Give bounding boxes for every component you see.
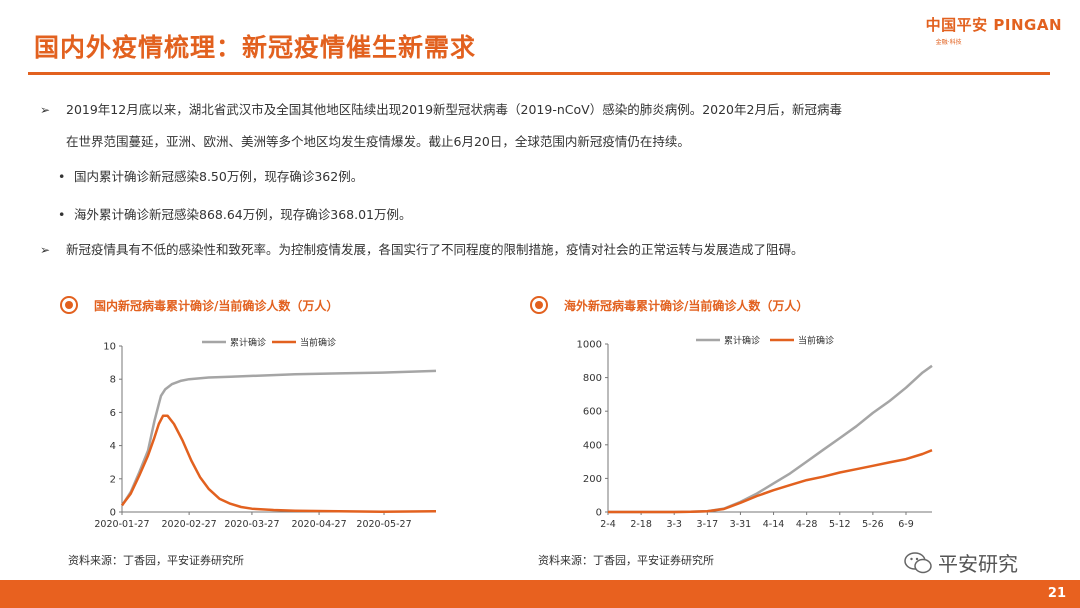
x-tick-label: 2-4 [600,519,616,530]
arrow-bullet-icon: ➢ [40,243,51,257]
x-tick-label: 5-26 [862,519,884,530]
bullet-item: ➢ 2019年12月底以来，湖北省武汉市及全国其他地区陆续出现2019新型冠状病… [40,94,1050,158]
legend-label: 累计确诊 [230,337,266,349]
x-tick-label: 4-14 [763,519,785,530]
y-tick-label: 0 [596,508,602,519]
page-title: 国内外疫情梳理：新冠疫情催生新需求 [34,33,477,62]
x-tick-label: 3-31 [730,519,752,530]
legend-label: 累计确诊 [724,335,760,347]
chart-source: 资料来源：丁香园，平安证券研究所 [68,554,244,567]
y-tick-label: 2 [110,474,116,485]
overseas-cases-chart: 0 200 400 600 800 1000 2-4 2-18 3-3 3-17 3-31 4-14 4… [577,335,933,530]
page-number: 21 [1047,586,1066,601]
y-tick-label: 10 [103,342,116,353]
bullet-line: 新冠疫情具有不低的感染性和致死率。为控制疫情发展，各国实行了不同程度的限制措施，… [66,242,804,257]
y-tick-label: 800 [583,373,602,384]
x-tick-label: 3-17 [697,519,719,530]
y-tick-label: 1000 [577,340,602,351]
x-tick-label: 2020-01-27 [94,519,149,530]
title-divider [28,72,1050,75]
footer-bar [0,580,1080,608]
bullet-line: 在世界范围蔓延，亚洲、欧洲、美洲等多个地区均发生疫情爆发。截止6月20日，全球范… [66,134,690,149]
legend-label: 当前确诊 [300,337,336,349]
arrow-bullet-icon: ➢ [40,103,51,117]
sub-bullet-item: • 海外累计确诊新冠感染868.64万例，现存确诊368.01万例。 [40,196,1050,234]
y-tick-label: 6 [110,408,116,419]
x-tick-label: 2020-03-27 [224,519,279,530]
series-line [120,369,437,507]
series-line [120,414,437,513]
wechat-icon [904,551,932,573]
x-tick-label: 4-28 [796,519,818,530]
bullet-item: ➢ 新冠疫情具有不低的感染性和致死率。为控制疫情发展，各国实行了不同程度的限制措… [40,234,1050,266]
y-tick-label: 400 [583,440,602,451]
logo-brand: 中国平安 PINGAN [925,16,1062,34]
x-tick-label: 2020-04-27 [291,519,346,530]
chart-heading-domestic: 国内新冠病毒累计确诊/当前确诊人数（万人） [60,296,338,314]
bullet-list: ➢ 2019年12月底以来，湖北省武汉市及全国其他地区陆续出现2019新型冠状病… [40,94,1050,266]
dot-bullet-icon: • [58,169,66,184]
bullet-line: 2019年12月底以来，湖北省武汉市及全国其他地区陆续出现2019新型冠状病毒（… [66,102,842,117]
x-tick-label: 2020-02-27 [162,519,217,530]
sub-bullet-text: 国内累计确诊新冠感染8.50万例，现存确诊362例。 [74,169,364,184]
pingan-logo: 中国平安 PINGAN 金融·科技 [926,14,1062,46]
x-tick-label: 2020-05-27 [356,519,411,530]
x-tick-label: 5-12 [829,519,851,530]
wechat-watermark: 平安研究 [904,548,1018,577]
chart-source: 资料来源：丁香园，平安证券研究所 [538,554,714,567]
legend-label: 当前确诊 [798,335,834,347]
target-icon [60,296,78,314]
watermark-text: 平安研究 [938,552,1018,576]
chart-title: 海外新冠病毒累计确诊/当前确诊人数（万人） [564,298,809,313]
x-tick-label: 2-18 [630,519,652,530]
y-tick-label: 600 [583,407,602,418]
x-tick-label: 3-3 [666,519,682,530]
y-tick-label: 0 [110,508,116,519]
domestic-cases-chart: 0 2 4 6 8 10 2020-01-27 2020-02-27 2020-03-27 202… [94,337,437,530]
chart-title: 国内新冠病毒累计确诊/当前确诊人数（万人） [94,298,339,313]
target-icon [530,296,548,314]
sub-bullet-text: 海外累计确诊新冠感染868.64万例，现存确诊368.01万例。 [74,207,412,222]
x-tick-label: 6-9 [898,519,914,530]
chart-heading-overseas: 海外新冠病毒累计确诊/当前确诊人数（万人） [530,296,808,314]
y-tick-label: 4 [110,441,116,452]
y-tick-label: 200 [583,474,602,485]
logo-tagline: 金融·科技 [935,39,962,46]
dot-bullet-icon: • [58,207,66,222]
sub-bullet-item: • 国内累计确诊新冠感染8.50万例，现存确诊362例。 [40,158,1050,196]
series-line [608,449,933,514]
y-tick-label: 8 [110,375,116,386]
series-line [608,364,933,514]
